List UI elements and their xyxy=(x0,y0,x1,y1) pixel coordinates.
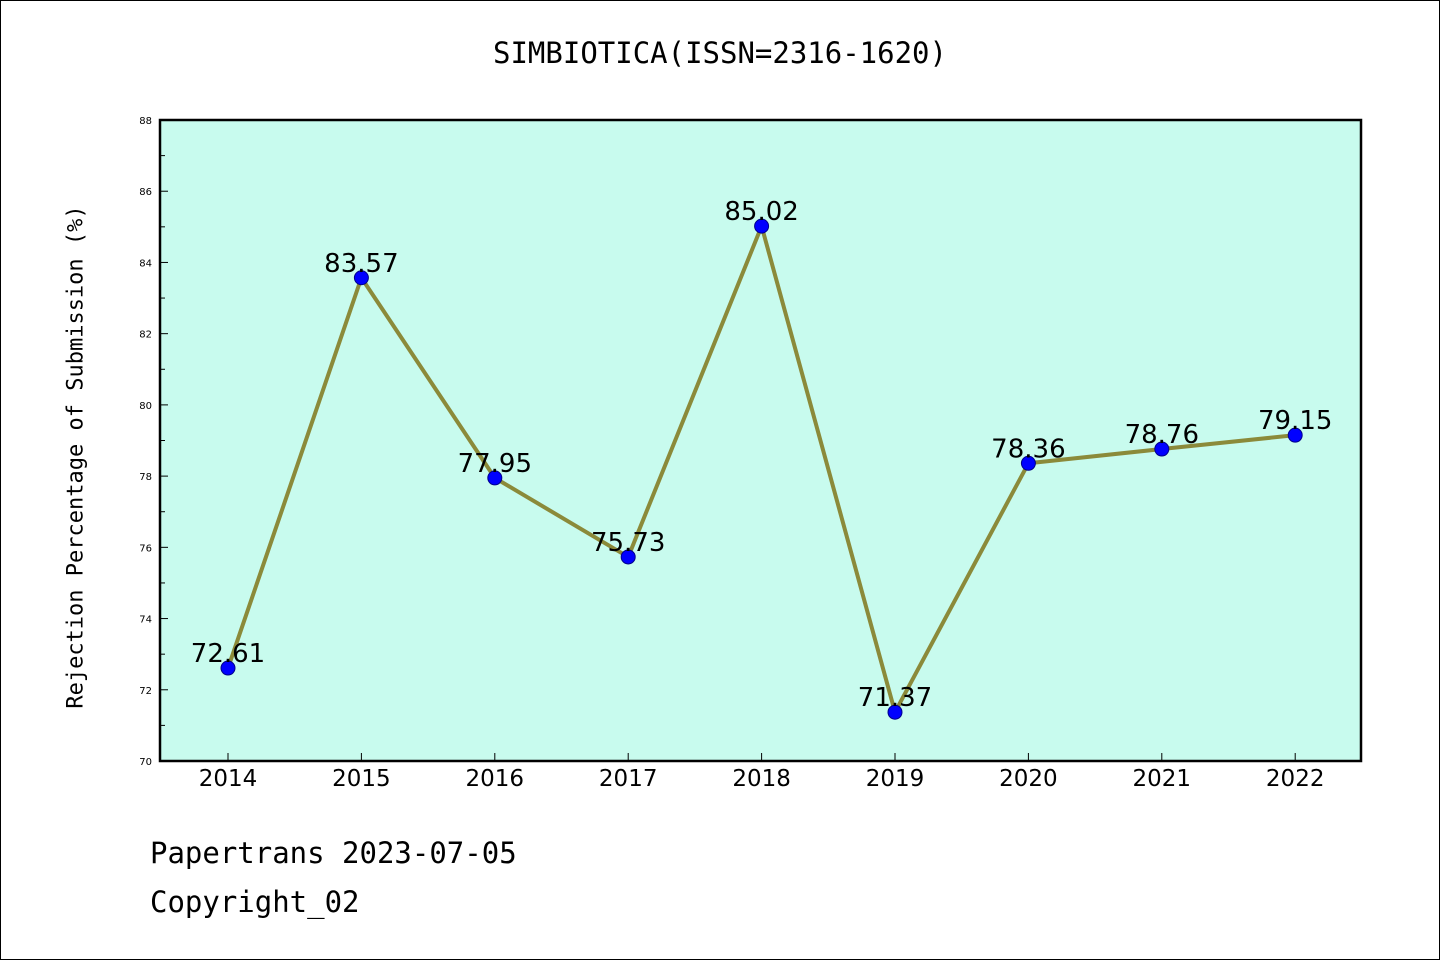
x-tick-label: 2018 xyxy=(732,766,791,792)
data-point xyxy=(1287,427,1303,443)
data-point xyxy=(487,470,503,486)
data-point xyxy=(220,660,236,676)
x-axis: 2014 2015 2016 2017 2018 2019 2020 2021 2022 xyxy=(199,753,1325,792)
data-label: 78.36 xyxy=(991,434,1065,464)
plot-border xyxy=(158,118,1363,763)
data-point xyxy=(754,218,770,234)
data-label: 75.73 xyxy=(591,528,665,558)
y-tick-label: 76 xyxy=(139,543,152,554)
data-label: 77.95 xyxy=(458,449,532,479)
y-tick-label: 80 xyxy=(139,401,152,412)
y-tick-label: 74 xyxy=(139,615,152,626)
footer-date: Papertrans 2023-07-05 xyxy=(150,836,517,870)
x-tick-label: 2022 xyxy=(1266,766,1325,792)
y-tick-label: 84 xyxy=(139,258,152,269)
x-tick-label: 2014 xyxy=(199,766,258,792)
y-tick-label: 70 xyxy=(139,757,152,768)
x-tick-label: 2020 xyxy=(999,766,1058,792)
y-tick-label: 72 xyxy=(139,686,152,697)
data-labels: 72.61 83.57 77.95 75.73 85.02 71.37 78.36 78.76… xyxy=(191,197,1333,713)
y-tick-label: 82 xyxy=(139,330,152,341)
data-point xyxy=(353,270,369,286)
x-tick-label: 2021 xyxy=(1133,766,1192,792)
series-group xyxy=(220,218,1303,720)
x-tick-label: 2017 xyxy=(599,766,658,792)
data-label: 72.61 xyxy=(191,639,265,669)
data-label: 78.76 xyxy=(1125,420,1199,450)
data-point xyxy=(620,549,636,565)
x-tick-label: 2016 xyxy=(466,766,525,792)
data-point xyxy=(1020,455,1036,471)
x-tick-label: 2019 xyxy=(866,766,925,792)
x-tick-label: 2015 xyxy=(332,766,391,792)
data-label: 85.02 xyxy=(724,197,798,227)
data-point xyxy=(1154,441,1170,457)
data-point xyxy=(887,704,903,720)
data-label: 71.37 xyxy=(858,683,932,713)
chart-title: SIMBIOTICA(ISSN=2316-1620) xyxy=(493,36,947,70)
y-tick-label: 86 xyxy=(139,187,152,198)
data-label: 79.15 xyxy=(1258,406,1332,436)
y-tick-label: 88 xyxy=(139,116,152,127)
data-label: 83.57 xyxy=(324,249,398,279)
y-tick-label: 78 xyxy=(139,472,152,483)
footer-copyright: Copyright_02 xyxy=(150,885,360,919)
